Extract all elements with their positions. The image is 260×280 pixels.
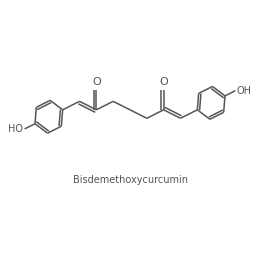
Text: OH: OH	[237, 86, 252, 96]
Text: HO: HO	[8, 124, 23, 134]
Text: O: O	[92, 77, 101, 87]
Text: O: O	[159, 77, 168, 87]
Text: Bisdemethoxycurcumin: Bisdemethoxycurcumin	[73, 175, 187, 185]
